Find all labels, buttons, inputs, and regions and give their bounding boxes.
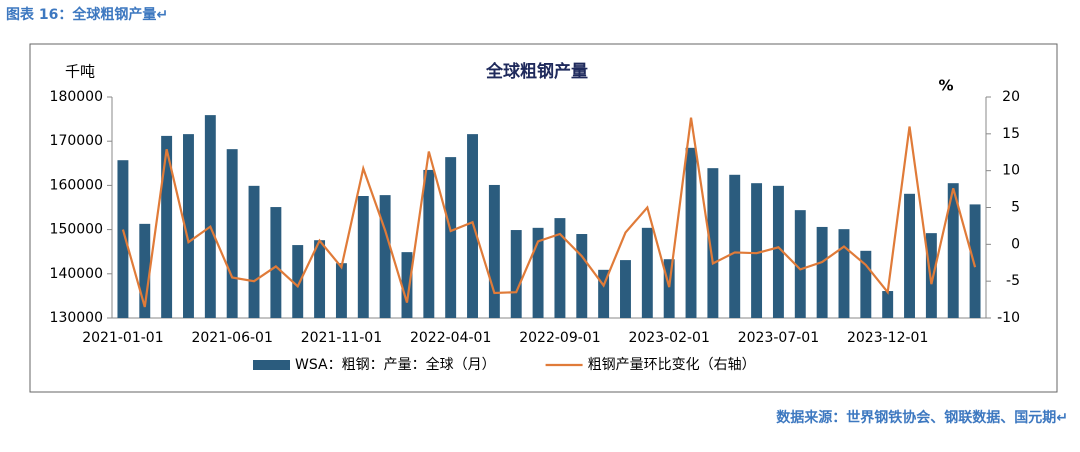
bar (467, 134, 478, 318)
y-tick-label: 170000 (50, 133, 103, 149)
bar (401, 252, 413, 318)
bar (554, 218, 566, 318)
bar (183, 134, 194, 318)
legend-swatch (253, 360, 290, 370)
y2-tick-label: 0 (1011, 236, 1020, 252)
x-tick-label: 2021-06-01 (191, 330, 272, 346)
bar (445, 157, 457, 318)
bar (904, 193, 915, 318)
y-tick-label: 160000 (50, 177, 103, 193)
bar (510, 230, 522, 318)
bar (292, 245, 304, 318)
x-tick-label: 2022-09-01 (519, 330, 600, 346)
bar (379, 195, 391, 318)
y2-tick-label: 10 (1002, 163, 1020, 179)
bar (139, 223, 151, 318)
bar (598, 269, 610, 318)
chart-frame (29, 43, 1058, 393)
chart-title: 全球粗钢产量 (485, 61, 588, 82)
bar (663, 259, 675, 318)
bar (707, 168, 719, 318)
bar (204, 115, 216, 318)
bar (117, 160, 129, 318)
y-axis-label: 千吨 (65, 63, 95, 81)
bar (488, 184, 500, 318)
y-tick-label: 150000 (50, 222, 103, 238)
x-tick-label: 2023-02-01 (628, 330, 709, 346)
y2-tick-label: 5 (1011, 200, 1020, 216)
bar (620, 260, 631, 318)
x-tick-label: 2023-12-01 (847, 330, 928, 346)
line (121, 117, 977, 308)
bar (314, 240, 326, 318)
figure-caption: 图表 16：全球粗钢产量↵ (6, 6, 168, 23)
bar (685, 147, 697, 318)
bar (226, 149, 238, 318)
y2-tick-label: 20 (1002, 89, 1020, 105)
bar (423, 169, 435, 318)
bar (860, 250, 872, 318)
bar (925, 233, 937, 318)
bar (947, 183, 959, 318)
x-tick-label: 2021-01-01 (82, 330, 163, 346)
x-tick-label: 2022-04-01 (410, 330, 491, 346)
legend-label: 粗钢产量环比变化（右轴） (588, 357, 756, 373)
bar (335, 263, 347, 318)
bar (838, 229, 850, 318)
y2-tick-label: -5 (1006, 273, 1020, 289)
bar (532, 227, 544, 318)
bar (969, 204, 981, 318)
bar (357, 196, 369, 318)
bar (729, 174, 741, 318)
legend-label: WSA：粗钢：产量：全球（月） (295, 356, 496, 373)
bar (576, 234, 588, 318)
source-note: 数据来源：世界钢铁协会、钢联数据、国元期↵ (776, 409, 1068, 426)
y2-tick-label: 15 (1002, 126, 1020, 142)
y-tick-label: 140000 (50, 266, 103, 282)
bar (161, 135, 173, 318)
bar (772, 185, 784, 318)
bar (882, 291, 894, 318)
x-tick-label: 2023-07-01 (738, 330, 819, 346)
y-tick-label: 180000 (50, 89, 103, 105)
bar (751, 183, 763, 318)
bar (248, 185, 260, 318)
y-tick-label: 130000 (50, 310, 103, 326)
y2-tick-label: -10 (997, 310, 1020, 326)
bar (816, 226, 828, 318)
x-tick-label: 2021-11-01 (301, 330, 382, 346)
bar (794, 210, 806, 318)
bar (270, 207, 282, 318)
bar (641, 227, 653, 318)
y2-axis-label: % (938, 77, 953, 95)
